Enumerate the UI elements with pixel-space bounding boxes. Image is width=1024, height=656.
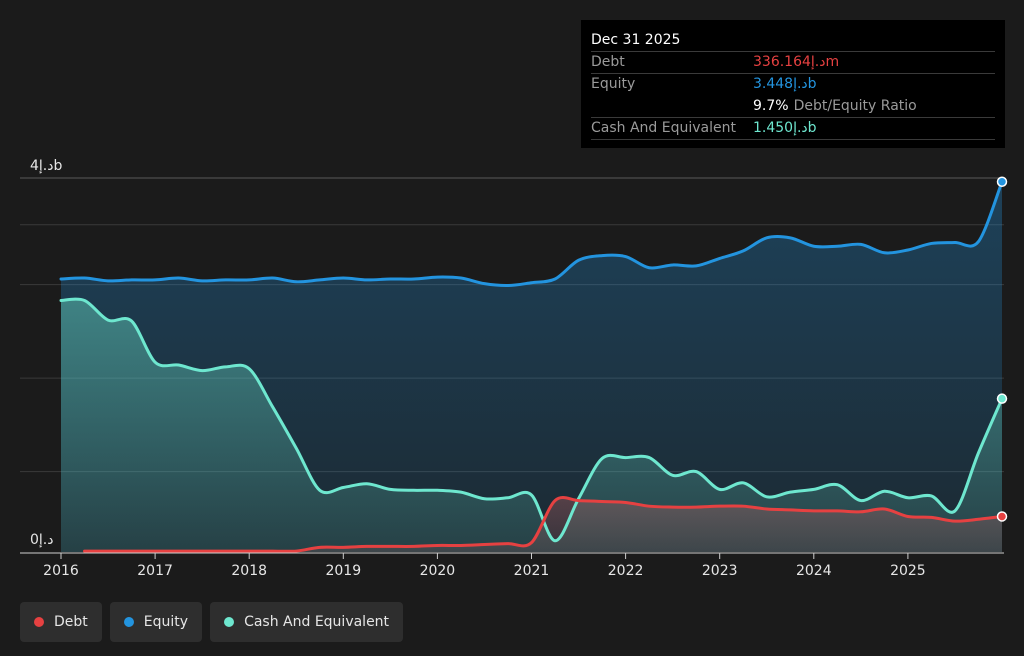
line-cash [59, 297, 1004, 543]
tooltip-row-equity: Equity 3.448د.إb [591, 73, 995, 95]
legend-label-debt: Debt [54, 614, 88, 630]
line-equity [59, 180, 1004, 288]
tooltip-cash-value: 1.450د.إb [753, 120, 817, 136]
end-marker-cash [996, 393, 1008, 404]
x-tick-label: 2018 [231, 563, 267, 579]
area-cash [61, 299, 1002, 552]
tooltip-row-cash: Cash And Equivalent 1.450د.إb [591, 117, 995, 140]
tooltip-cash-label: Cash And Equivalent [591, 120, 736, 136]
tooltip-ratio-label: Debt/Equity Ratio [793, 98, 917, 114]
tooltip-row-debt: Debt 336.164د.إm [591, 51, 995, 73]
tooltip-panel: Dec 31 2025 Debt 336.164د.إm Equity 3.44… [581, 20, 1005, 148]
end-marker-debt [996, 511, 1008, 522]
x-tick-label: 2024 [796, 563, 832, 579]
tooltip-row-ratio: 9.7% Debt/Equity Ratio [591, 95, 995, 117]
y-axis-labels: 0د.إ 4د.إb [30, 158, 63, 548]
x-tick-label: 2021 [514, 563, 550, 579]
x-tick-label: 2019 [325, 563, 361, 579]
legend-label-equity: Equity [143, 614, 189, 630]
legend-dot-equity [123, 617, 134, 627]
x-tick-label: 2023 [702, 563, 738, 579]
legend-dot-debt [34, 617, 44, 627]
y-tick-label: 0د.إ [30, 532, 54, 548]
tooltip-debt-value: 336.164د.إm [753, 54, 840, 70]
x-axis: 2016 2017 2018 2019 2020 2021 2022 2023 2024 2025 [20, 552, 1004, 579]
tooltip-ratio-value: 9.7% [753, 98, 789, 114]
tooltip-equity-value: 3.448د.إb [753, 76, 817, 92]
chart-legend: Debt Equity Cash And Equivalent [20, 602, 411, 642]
legend-label-cash: Cash And Equivalent [244, 614, 390, 630]
tooltip-ratio-spacer [591, 96, 753, 117]
x-tick-label: 2020 [420, 563, 456, 579]
end-markers [996, 176, 1008, 522]
legend-item-cash[interactable]: Cash And Equivalent [210, 602, 404, 642]
x-tick-label: 2017 [137, 563, 173, 579]
tooltip-date: Dec 31 2025 [591, 32, 681, 48]
y-tick-label: 4د.إb [30, 158, 63, 174]
tooltip-debt-label: Debt [591, 54, 625, 70]
tooltip-equity-label: Equity [591, 76, 636, 92]
line-debt [83, 496, 1004, 553]
x-tick-label: 2016 [43, 563, 79, 579]
x-tick-label: 2022 [608, 563, 644, 579]
legend-dot-cash [224, 617, 235, 627]
legend-item-debt[interactable]: Debt [20, 602, 102, 642]
series-lines [59, 180, 1004, 553]
legend-item-equity[interactable]: Equity [109, 602, 203, 642]
end-marker-equity [996, 176, 1008, 187]
x-tick-label: 2025 [890, 563, 926, 579]
